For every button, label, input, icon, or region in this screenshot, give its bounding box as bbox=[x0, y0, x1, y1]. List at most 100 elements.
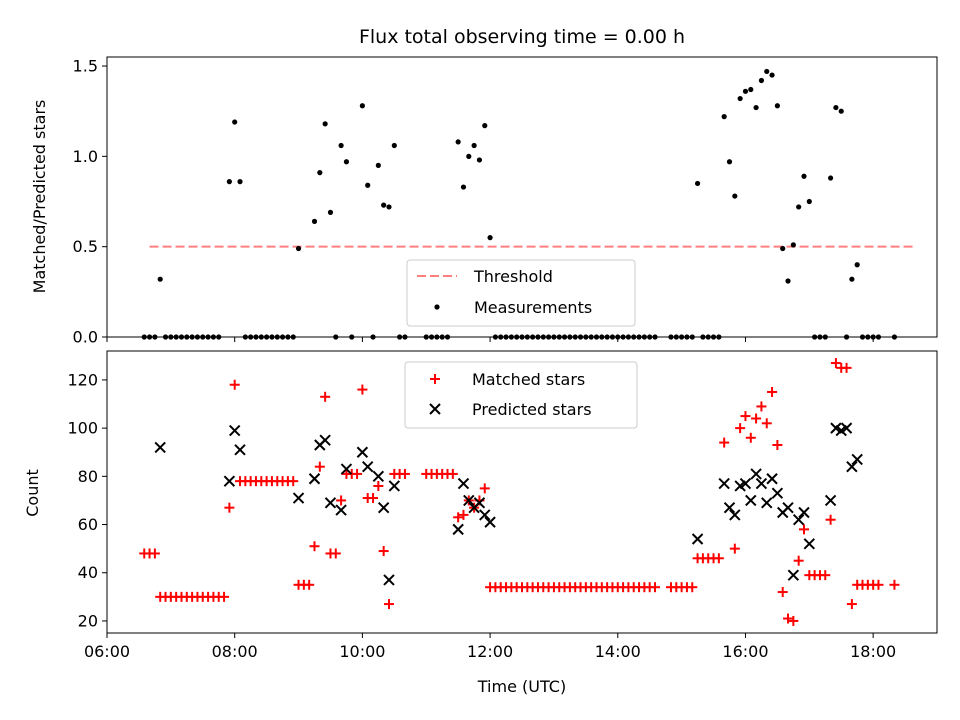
legend-predicted-swatch bbox=[429, 403, 441, 415]
count-axes: Count Time (UTC) 20 40 60 80 100 120 06:00 08:0… bbox=[23, 350, 938, 696]
count-legend-box bbox=[404, 361, 638, 429]
x-tick-label: 10:00 bbox=[339, 642, 385, 661]
measurement-point bbox=[295, 245, 302, 252]
measurement-point bbox=[482, 123, 488, 129]
predicted-star-point bbox=[473, 497, 486, 509]
matched-star-point bbox=[783, 613, 794, 624]
y-tick-label: 0.0 bbox=[73, 328, 98, 347]
matched-star-point bbox=[458, 509, 469, 520]
matched-star-point bbox=[772, 440, 783, 450]
predicted-star-point bbox=[750, 468, 762, 480]
measurement-point bbox=[157, 276, 163, 282]
predicted-star-point bbox=[484, 516, 496, 528]
matched-star-point bbox=[352, 468, 363, 479]
predicted-star-point bbox=[771, 487, 784, 499]
predicted-star-point bbox=[846, 460, 858, 473]
y-tick-label: 20 bbox=[78, 611, 98, 630]
predicted-star-point bbox=[739, 477, 752, 490]
predicted-star-point bbox=[792, 514, 805, 526]
ratio-axes: Flux total observing time = 0.00 h Match… bbox=[30, 26, 938, 347]
matched-star-point bbox=[453, 512, 464, 523]
predicted-star-point bbox=[691, 533, 704, 545]
predicted-star-point bbox=[340, 463, 353, 475]
matched-star-point bbox=[729, 543, 740, 554]
matched-star-point bbox=[841, 362, 852, 373]
predicted-star-point bbox=[851, 453, 863, 466]
measurement-point bbox=[226, 179, 232, 185]
matched-star-point bbox=[314, 461, 325, 472]
matched-star-point bbox=[309, 541, 320, 552]
matched-star-point bbox=[761, 418, 772, 429]
predicted-star-point bbox=[457, 477, 470, 490]
matched-star-point bbox=[767, 386, 778, 397]
measurement-point bbox=[726, 159, 733, 165]
matched-star-point bbox=[330, 548, 341, 559]
measurement-point bbox=[758, 77, 765, 84]
x-tick-label: 18:00 bbox=[850, 642, 896, 661]
ratio-axis-ticks: 0.0 0.5 1.0 1.5 bbox=[73, 57, 874, 347]
matched-star-point bbox=[373, 480, 384, 491]
matched-star-point bbox=[224, 502, 235, 513]
y-tick-label: 0.5 bbox=[73, 237, 98, 256]
matched-star-point bbox=[889, 579, 900, 590]
measurement-point bbox=[780, 245, 786, 252]
matched-star-point bbox=[777, 587, 788, 598]
measurement-point bbox=[232, 119, 238, 125]
measurement-point bbox=[801, 173, 807, 179]
predicted-star-point bbox=[729, 509, 741, 521]
predicted-star-point bbox=[840, 422, 853, 434]
measurement-point bbox=[737, 95, 743, 102]
legend-measurements-label: Measurements bbox=[474, 298, 592, 317]
predicted-star-point bbox=[377, 501, 390, 514]
matched-star-point bbox=[825, 514, 836, 525]
predicted-star-point bbox=[824, 494, 837, 507]
predicted-star-point bbox=[803, 538, 816, 550]
predicted-star-point bbox=[234, 444, 246, 456]
matched-star-point bbox=[304, 579, 315, 590]
predicted-star-point bbox=[452, 523, 464, 536]
predicted-star-point bbox=[383, 574, 395, 586]
ratio-legend-box bbox=[406, 259, 636, 327]
measurement-point bbox=[838, 108, 844, 114]
predicted-star-point bbox=[308, 473, 321, 485]
y-tick-label: 40 bbox=[78, 563, 98, 582]
matched-star-point bbox=[719, 437, 730, 448]
measurement-point bbox=[849, 276, 855, 282]
measurement-point bbox=[833, 104, 839, 111]
measurement-point bbox=[806, 198, 812, 205]
x-tick-label: 16:00 bbox=[722, 642, 768, 661]
x-tick-label: 06:00 bbox=[84, 642, 130, 661]
measurement-point bbox=[365, 182, 371, 188]
predicted-star-point bbox=[319, 434, 331, 446]
x-tick-label: 12:00 bbox=[467, 642, 513, 661]
matched-star-point bbox=[357, 384, 368, 395]
x-axis-label: Time (UTC) bbox=[477, 677, 566, 696]
predicted-star-point bbox=[335, 504, 347, 516]
x-tick-label: 08:00 bbox=[212, 642, 258, 661]
matched-star-point bbox=[820, 570, 831, 581]
measurement-point bbox=[774, 103, 780, 109]
measurement-point bbox=[466, 153, 472, 159]
y-tick-label: 1.5 bbox=[73, 57, 98, 76]
chart-title: Flux total observing time = 0.00 h bbox=[359, 26, 685, 48]
matched-star-point bbox=[399, 468, 410, 479]
measurement-point bbox=[375, 162, 381, 168]
measurement-point bbox=[764, 68, 770, 75]
measurement-point bbox=[742, 88, 749, 94]
matched-star-point bbox=[793, 555, 804, 566]
matched-star-point bbox=[735, 423, 746, 434]
matched-star-point bbox=[788, 615, 799, 626]
predicted-star-point bbox=[782, 501, 794, 514]
predicted-star-point bbox=[479, 509, 491, 521]
predicted-star-point bbox=[361, 460, 374, 473]
matched-star-point bbox=[383, 599, 394, 610]
predicted-star-point bbox=[228, 424, 241, 437]
measurement-point bbox=[790, 242, 796, 248]
x-tick-label: 14:00 bbox=[595, 642, 641, 661]
legend-threshold-label: Threshold bbox=[473, 267, 553, 286]
legend-matched-swatch bbox=[430, 374, 440, 384]
matched-star-point bbox=[149, 548, 160, 559]
count-axes-frame bbox=[106, 350, 938, 634]
matched-star-point bbox=[751, 413, 762, 424]
